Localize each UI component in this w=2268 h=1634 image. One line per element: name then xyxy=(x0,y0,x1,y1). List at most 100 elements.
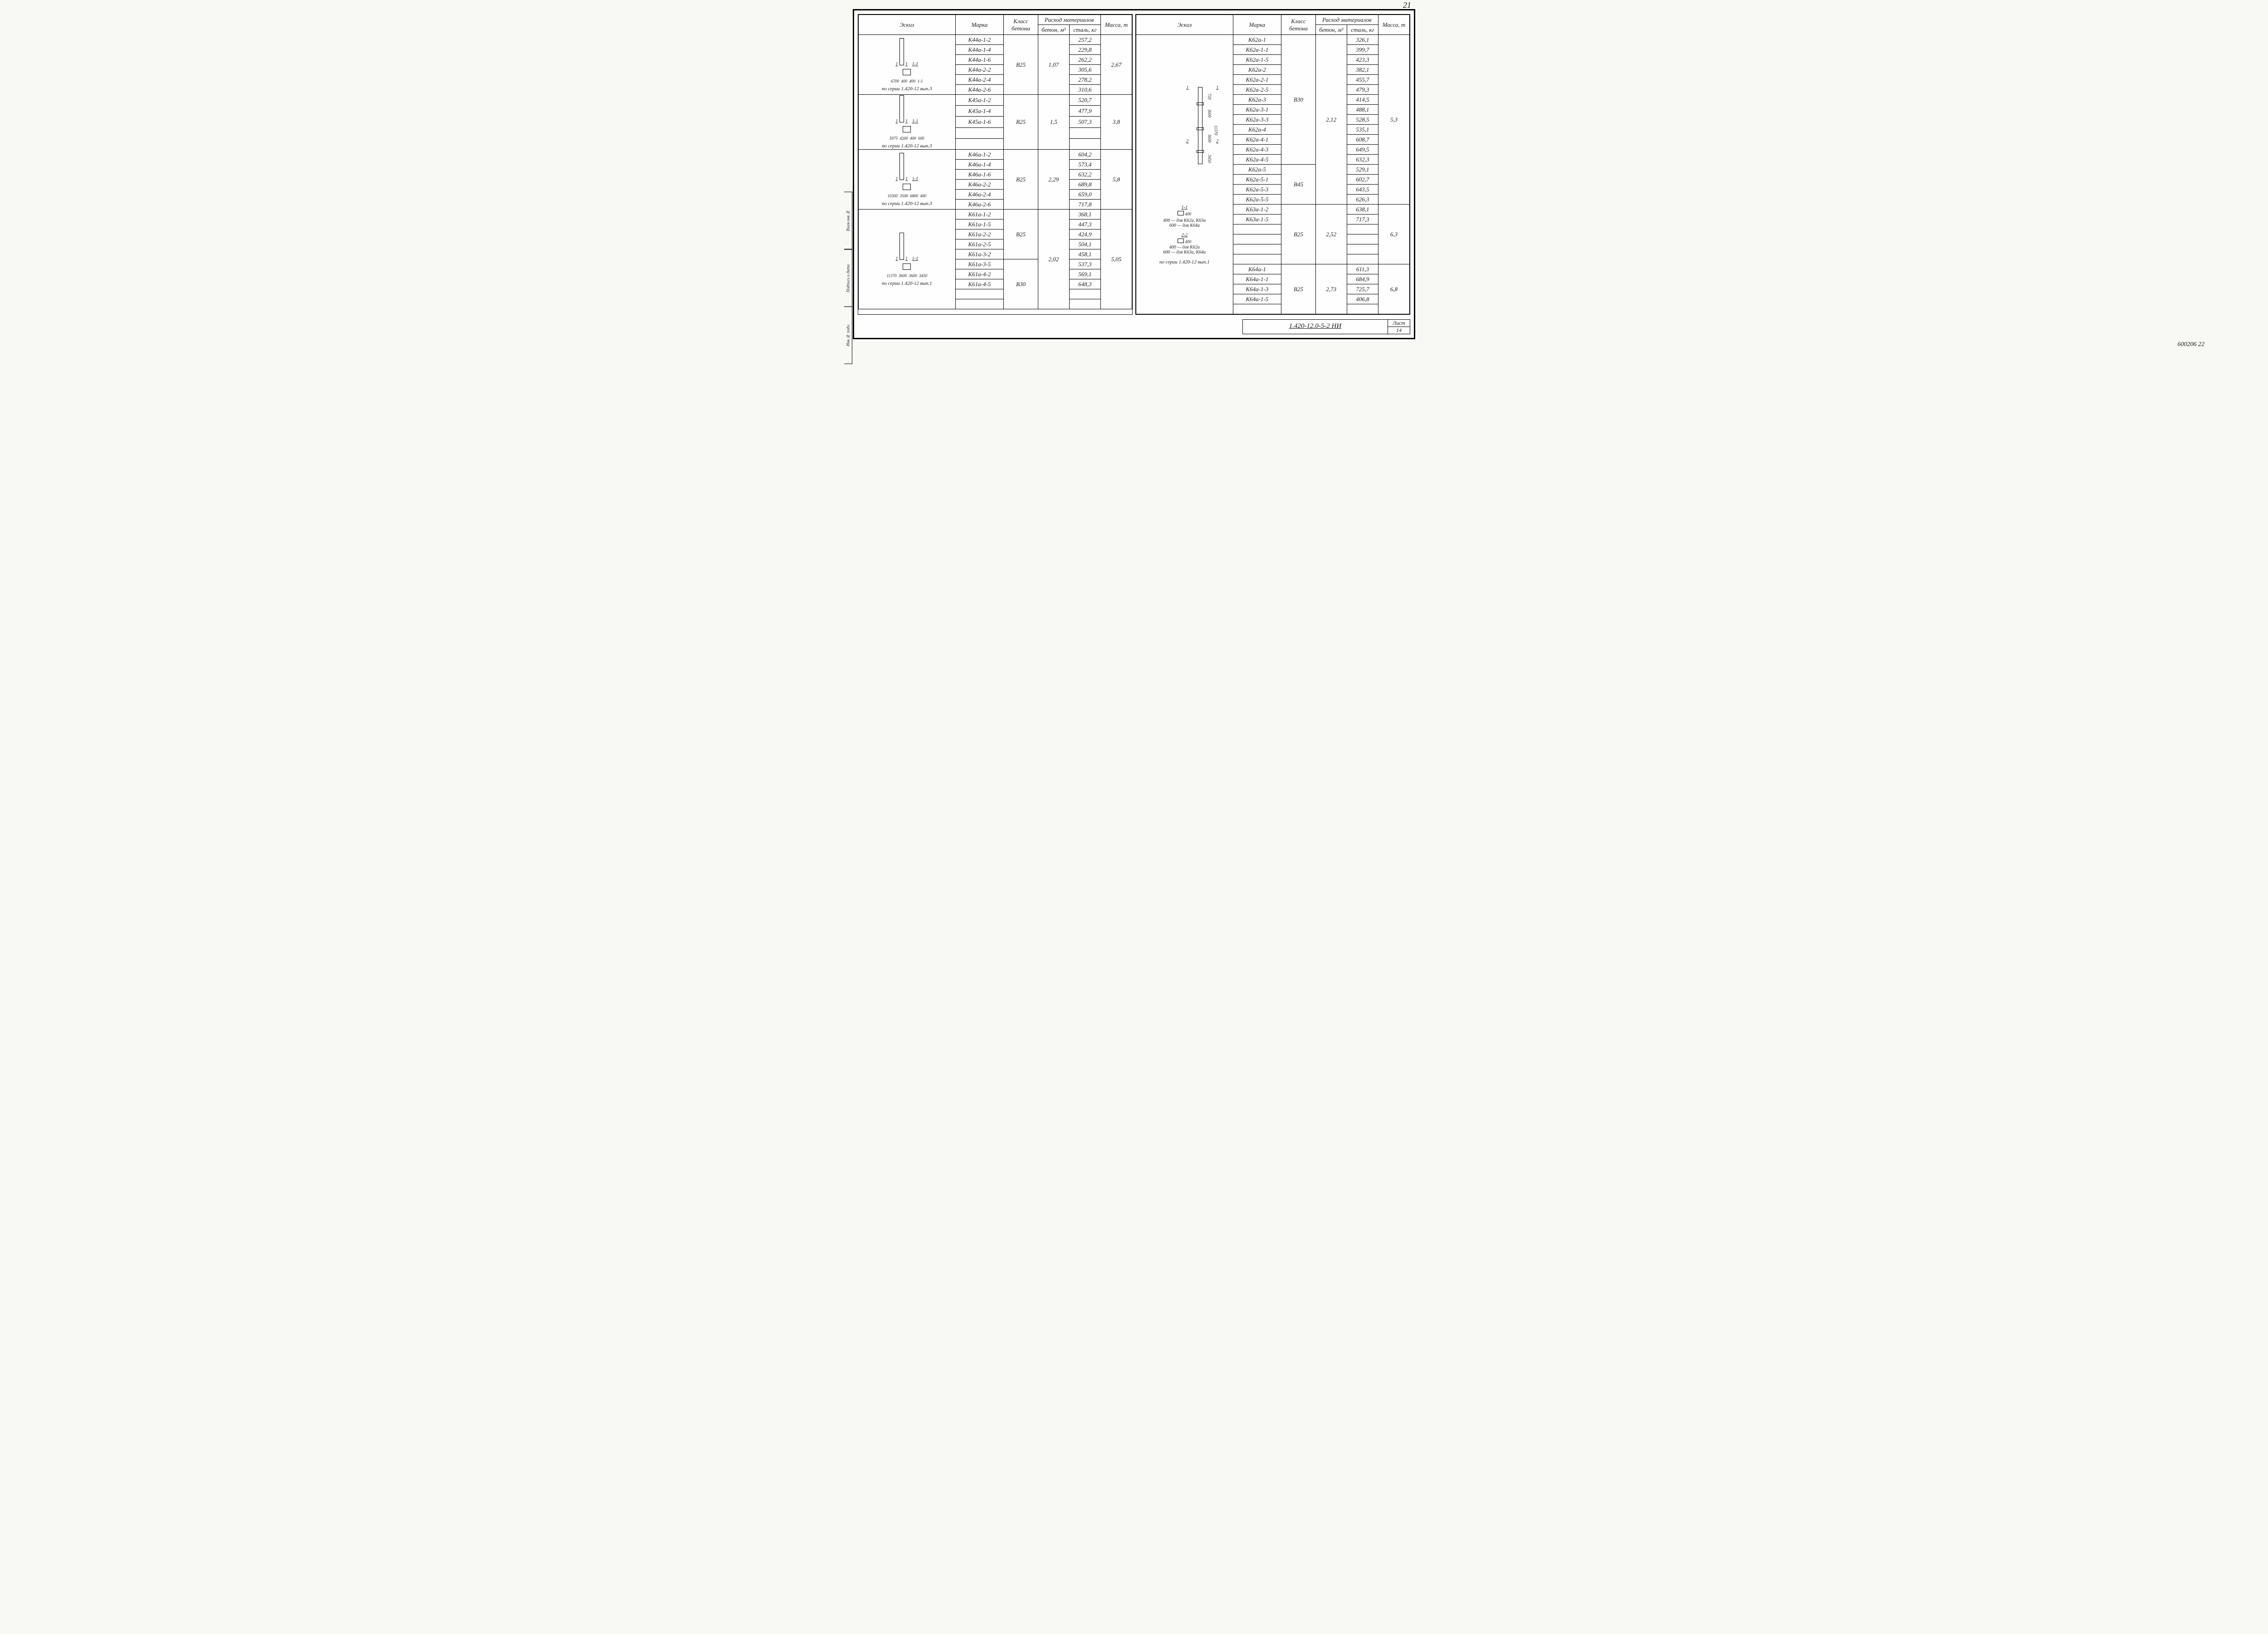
mark-cell: К64а-1-1 xyxy=(1233,274,1281,284)
mark-cell: К44а-1-2 xyxy=(955,35,1004,45)
footer-code: 600206 22 xyxy=(9,341,2259,348)
mark-cell: К44а-2-6 xyxy=(955,85,1004,95)
beton-cell: 2,73 xyxy=(1315,264,1347,314)
steel-cell: 455,7 xyxy=(1347,75,1378,85)
steel-cell: 569,1 xyxy=(1069,269,1100,279)
steel-cell: 689,8 xyxy=(1069,180,1100,190)
beton-cell: 1,07 xyxy=(1038,35,1069,95)
class-cell: В25 xyxy=(1004,35,1038,95)
steel-cell xyxy=(1069,138,1100,149)
side-stamp: Инв.№ подл. xyxy=(844,307,852,364)
mass-cell: 6,3 xyxy=(1378,205,1409,264)
mark-cell: К44а-1-4 xyxy=(955,45,1004,55)
mark-cell: К62а-5-1 xyxy=(1233,175,1281,185)
class-cell: В45 xyxy=(1281,165,1315,205)
mark-cell: К62а-2-1 xyxy=(1233,75,1281,85)
side-stamp-column: Взам.инв.№ Подпись и дата Инв.№ подл. xyxy=(844,192,852,364)
hdr-mass: Масса, т xyxy=(1378,15,1409,35)
mark-cell: К64а-1 xyxy=(1233,264,1281,274)
sheet-number: 14 xyxy=(1388,327,1410,334)
table-row: 1 1 1-16700 400 400 1-1по серии 1.420-12… xyxy=(859,35,1132,45)
steel-cell: 649,5 xyxy=(1347,145,1378,155)
hdr-sketch: Эскиз xyxy=(1136,15,1233,35)
mark-cell: К61а-3-5 xyxy=(955,259,1004,269)
mark-cell: К64а-1-3 xyxy=(1233,284,1281,294)
mark-cell: К62а-3 xyxy=(1233,95,1281,105)
steel-cell: 602,7 xyxy=(1347,175,1378,185)
mark-cell: К63а-1-5 xyxy=(1233,215,1281,224)
hdr-steel: сталь, кг xyxy=(1069,25,1100,35)
steel-cell xyxy=(1347,254,1378,264)
steel-cell: 626,3 xyxy=(1347,195,1378,205)
steel-cell xyxy=(1069,127,1100,138)
mark-cell: К61а-2-5 xyxy=(955,239,1004,249)
steel-cell xyxy=(1069,289,1100,299)
steel-cell: 573,4 xyxy=(1069,160,1100,170)
mark-cell: К62а-1 xyxy=(1233,35,1281,45)
hdr-class: Класс бетона xyxy=(1281,15,1315,35)
mark-cell: К62а-4-3 xyxy=(1233,145,1281,155)
beton-cell: 2,12 xyxy=(1315,35,1347,205)
steel-cell: 507,3 xyxy=(1069,117,1100,127)
steel-cell: 504,1 xyxy=(1069,239,1100,249)
steel-cell: 305,6 xyxy=(1069,65,1100,75)
steel-cell: 458,1 xyxy=(1069,249,1100,259)
steel-cell: 659,0 xyxy=(1069,190,1100,200)
steel-cell: 447,3 xyxy=(1069,219,1100,229)
class-cell: В30 xyxy=(1004,259,1038,309)
mark-cell: К45а-1-2 xyxy=(955,95,1004,106)
class-cell: В25 xyxy=(1004,150,1038,210)
mark-cell: К61а-1-5 xyxy=(955,219,1004,229)
steel-cell: 423,3 xyxy=(1347,55,1378,65)
mass-cell: 6,8 xyxy=(1378,264,1409,314)
mark-cell: К61а-2-2 xyxy=(955,229,1004,239)
mark-cell: К62а-2 xyxy=(1233,65,1281,75)
hdr-mark: Марка xyxy=(955,15,1004,35)
mark-cell: К62а-5-3 xyxy=(1233,185,1281,195)
mass-cell: 5,05 xyxy=(1100,210,1132,309)
steel-cell: 632,2 xyxy=(1069,170,1100,180)
steel-cell: 611,3 xyxy=(1347,264,1378,274)
steel-cell: 535,1 xyxy=(1347,125,1378,135)
steel-cell xyxy=(1069,299,1100,309)
sheet-label: Лист xyxy=(1388,320,1410,327)
beton-cell: 2,02 xyxy=(1038,210,1069,309)
beton-cell: 1,5 xyxy=(1038,95,1069,150)
hdr-mass: Масса, т xyxy=(1100,15,1132,35)
mark-cell: К46а-2-6 xyxy=(955,200,1004,210)
mark-cell: К61а-4-5 xyxy=(955,279,1004,289)
sketch-cell: 1 1 1-16700 400 400 1-1по серии 1.420-12… xyxy=(859,35,956,95)
mark-cell: К62а-2-5 xyxy=(1233,85,1281,95)
steel-cell: 278,2 xyxy=(1069,75,1100,85)
drawing-sheet: 21 Взам.инв.№ Подпись и дата Инв.№ подл.… xyxy=(853,9,1415,339)
steel-cell: 310,6 xyxy=(1069,85,1100,95)
class-cell: В25 xyxy=(1281,205,1315,264)
steel-cell xyxy=(1347,224,1378,234)
material-table-right: Эскиз Марка Класс бетона Расход материал… xyxy=(1136,15,1410,314)
mark-cell: К62а-1-5 xyxy=(1233,55,1281,65)
steel-cell: 406,8 xyxy=(1347,294,1378,304)
steel-cell: 424,9 xyxy=(1069,229,1100,239)
steel-cell: 229,8 xyxy=(1069,45,1100,55)
steel-cell: 608,7 xyxy=(1347,135,1378,145)
hdr-steel: сталь, кг xyxy=(1347,25,1378,35)
steel-cell: 262,2 xyxy=(1069,55,1100,65)
hdr-consumption: Расход материалов xyxy=(1315,15,1378,25)
steel-cell: 326,1 xyxy=(1347,35,1378,45)
mass-cell: 5,8 xyxy=(1100,150,1132,210)
steel-cell: 520,7 xyxy=(1069,95,1100,106)
mark-cell: К46а-1-6 xyxy=(955,170,1004,180)
steel-cell: 638,1 xyxy=(1347,205,1378,215)
mark-cell xyxy=(955,127,1004,138)
mark-cell: К46а-2-4 xyxy=(955,190,1004,200)
mark-cell: К44а-2-4 xyxy=(955,75,1004,85)
class-cell: В25 xyxy=(1004,95,1038,150)
mark-cell: К44а-2-2 xyxy=(955,65,1004,75)
mark-cell: К64а-1-5 xyxy=(1233,294,1281,304)
steel-cell xyxy=(1347,244,1378,254)
steel-cell: 399,7 xyxy=(1347,45,1378,55)
table-row: 1122720360036003450113701-1 400400 — для… xyxy=(1136,35,1410,45)
steel-cell xyxy=(1347,234,1378,244)
mark-cell: К46а-2-2 xyxy=(955,180,1004,190)
steel-cell: 648,3 xyxy=(1069,279,1100,289)
